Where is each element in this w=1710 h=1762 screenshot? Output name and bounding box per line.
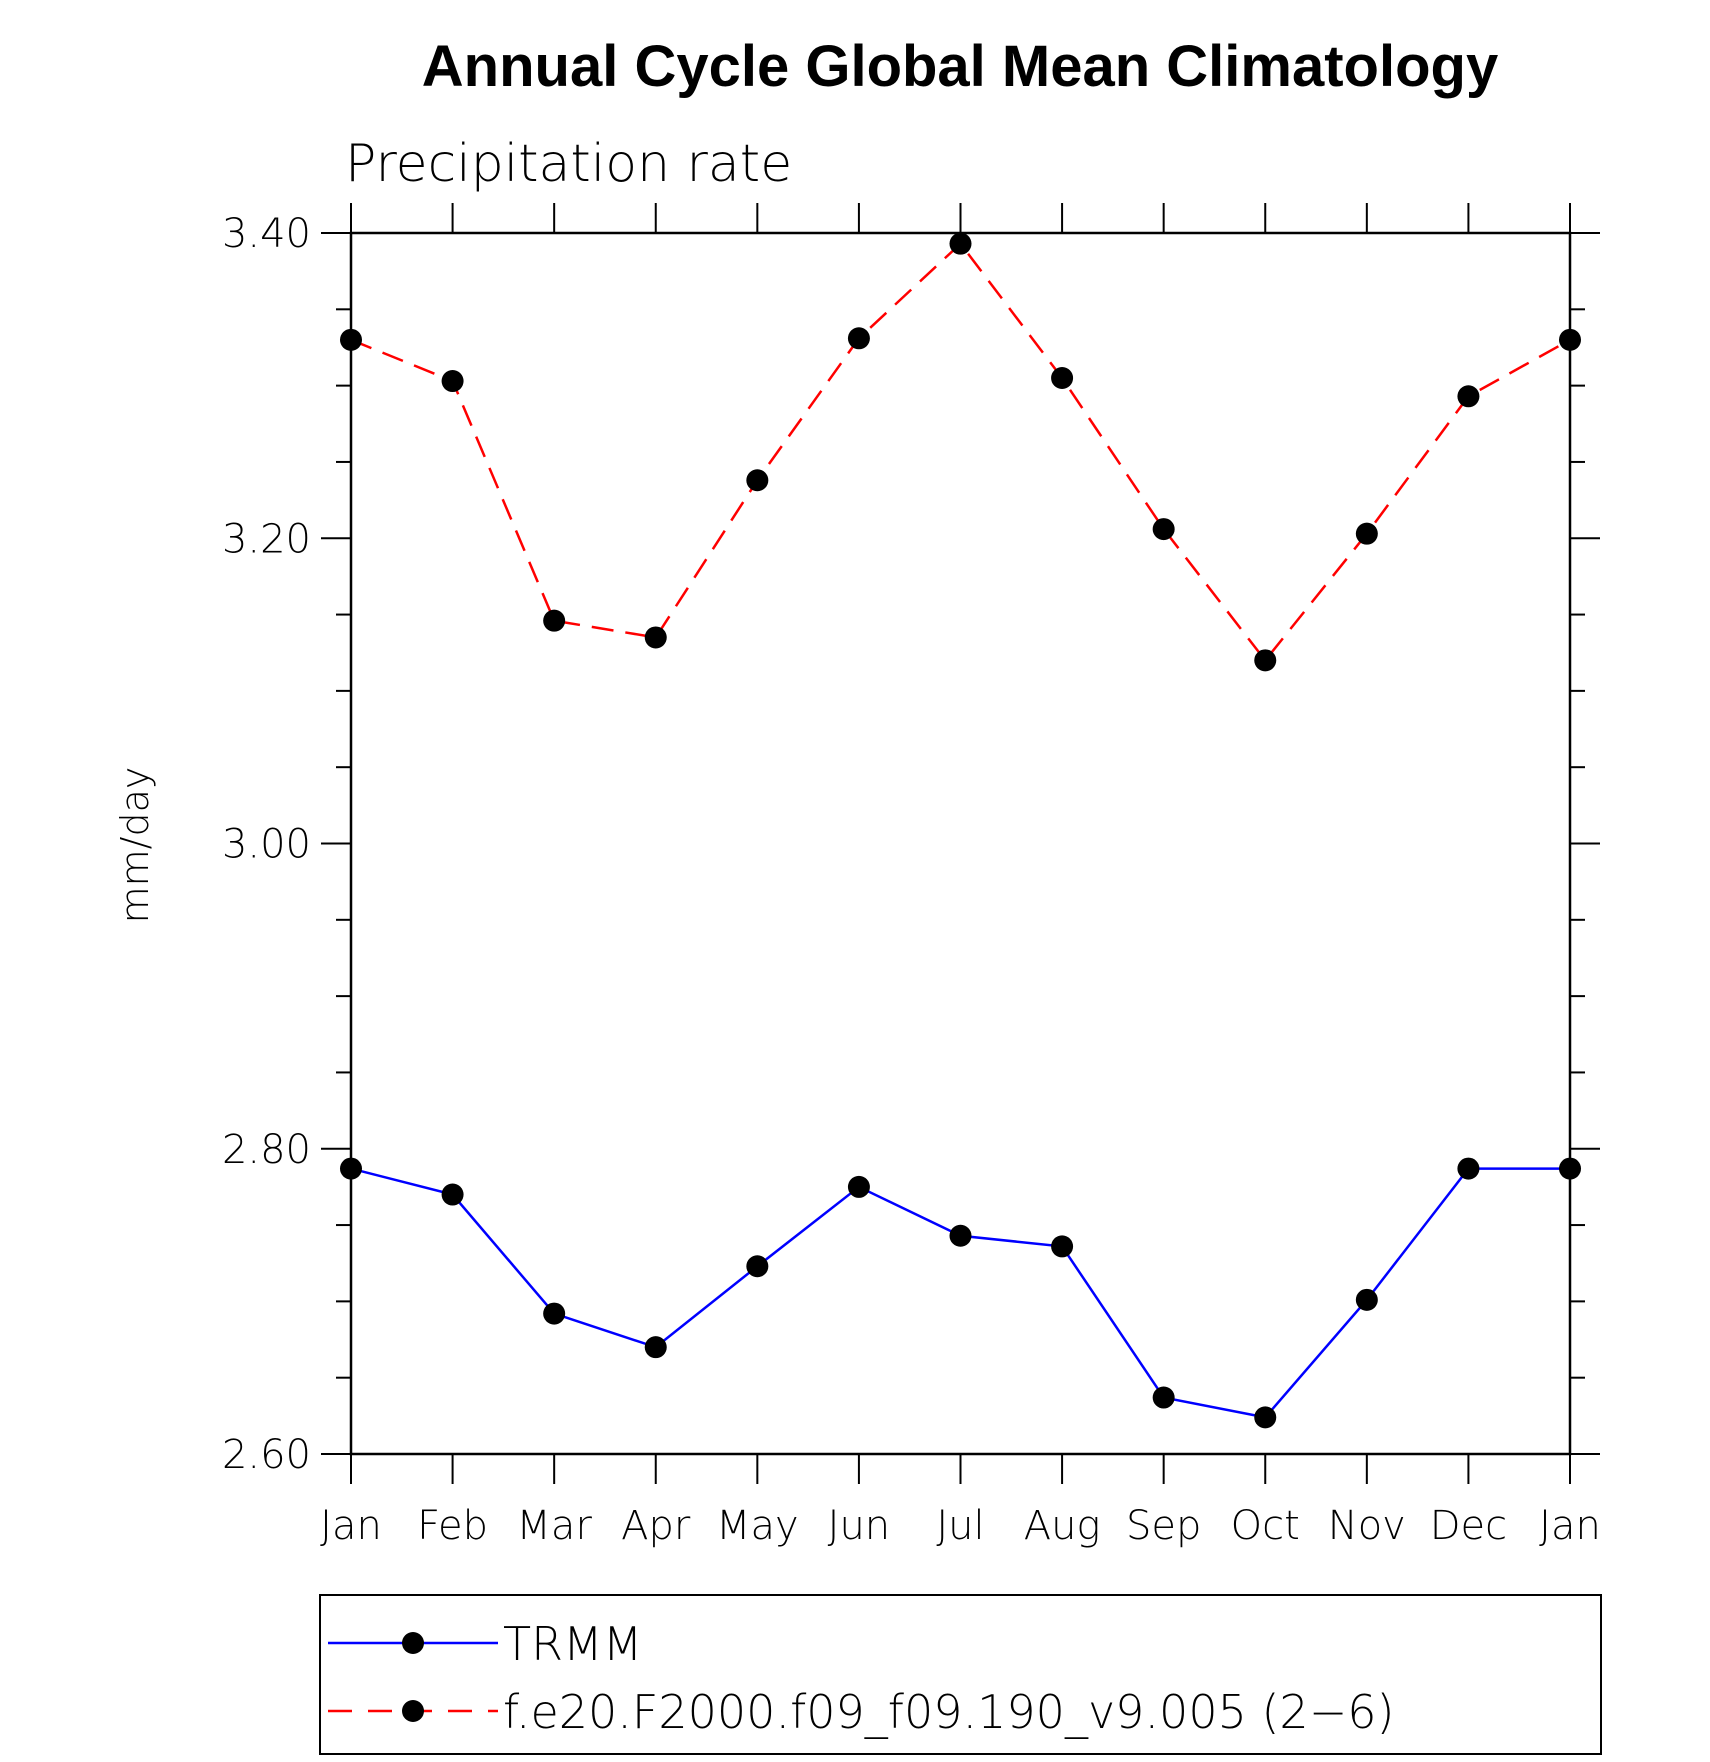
x-tick-label: May [716, 1503, 799, 1549]
series-1-point [441, 1183, 464, 1206]
series-2-line [350, 241, 1571, 663]
y-axis-ticks: 2.60 2.80 3.00 3.20 3.40 [222, 211, 1600, 1478]
y-tick-label: 3.20 [222, 516, 311, 562]
series-1-point [847, 1175, 870, 1198]
x-tick-label: Aug [1024, 1503, 1101, 1549]
series-layer [340, 232, 1581, 1429]
series-2-point [340, 328, 362, 351]
legend-marker-1 [402, 1632, 424, 1654]
x-tick-label: Jan [1539, 1503, 1601, 1549]
y-tick-label: 3.40 [222, 211, 311, 257]
series-2-point [949, 232, 972, 255]
x-tick-label: Feb [417, 1503, 488, 1549]
series-2 [340, 232, 1581, 672]
series-2-point [441, 370, 464, 393]
x-tick-label: Nov [1328, 1503, 1406, 1549]
series-1 [340, 1157, 1581, 1429]
series-1-line [350, 1167, 1570, 1419]
x-tick-label: Jun [828, 1503, 891, 1549]
chart-title: Annual Cycle Global Mean Climatology [422, 34, 1498, 99]
legend-label-1: TRMM [503, 1617, 642, 1671]
series-2-point [746, 469, 769, 492]
x-tick-label: Apr [621, 1503, 691, 1549]
series-1-point [1355, 1288, 1378, 1311]
plot-frame [349, 231, 1572, 1456]
series-2-point [644, 626, 667, 649]
legend-marker-2 [402, 1700, 424, 1722]
series-2-point [1457, 385, 1480, 408]
series-1-point [1051, 1235, 1074, 1258]
series-2-point [1254, 649, 1277, 672]
series-1-point [340, 1157, 362, 1180]
series-2-point [1559, 328, 1581, 351]
y-tick-label: 2.80 [222, 1127, 311, 1173]
series-2-point [1355, 522, 1378, 545]
series-1-point [1457, 1157, 1480, 1180]
series-2-point [543, 609, 566, 632]
legend-items: TRMM f.e20.F2000.f09_f09.190_v9.005 (2−6) [328, 1617, 1394, 1739]
series-1-point [644, 1336, 667, 1359]
legend-label-2: f.e20.F2000.f09_f09.190_v9.005 (2−6) [503, 1685, 1394, 1739]
x-tick-label: Oct [1231, 1503, 1300, 1549]
series-1-point [1254, 1406, 1277, 1429]
legend: TRMM f.e20.F2000.f09_f09.190_v9.005 (2−6) [319, 1594, 1602, 1755]
y-tick-label: 3.00 [222, 822, 311, 868]
x-tick-label: Jul [936, 1503, 984, 1549]
series-1-point [1152, 1386, 1175, 1409]
series-1-point [746, 1255, 769, 1278]
y-tick-label: 2.60 [222, 1432, 311, 1478]
x-tick-label: Sep [1126, 1503, 1201, 1549]
series-2-point [1051, 366, 1074, 389]
x-axis-ticks: Jan Feb Mar Apr May Jun Jul Aug Sep Oct Nov Dec Jan [320, 203, 1601, 1549]
series-2-point [847, 327, 870, 350]
y-axis-label: mm/day [113, 767, 157, 924]
x-tick-label: Dec [1430, 1503, 1507, 1549]
x-tick-label: Mar [516, 1503, 592, 1549]
series-1-point [1559, 1157, 1581, 1180]
series-2-point [1152, 518, 1175, 541]
legend-box [319, 1594, 1602, 1755]
series-1-point [949, 1224, 972, 1247]
series-1-point [543, 1302, 566, 1325]
x-tick-label: Jan [320, 1503, 382, 1549]
plot-axes [349, 231, 1572, 1456]
chart-subtitle: Precipitation rate [345, 134, 792, 194]
